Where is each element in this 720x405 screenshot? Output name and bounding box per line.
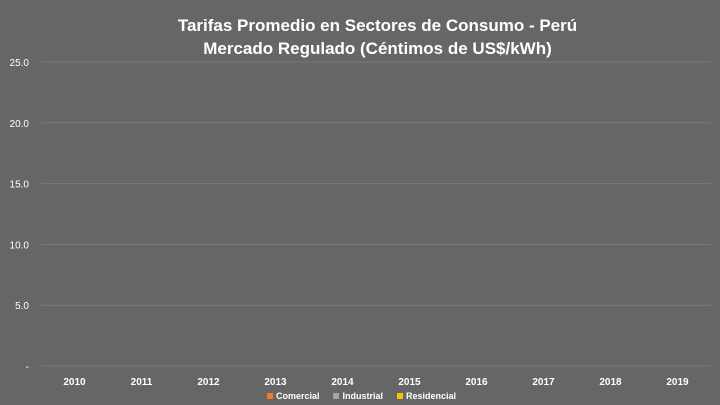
chart-title-line1: Tarifas Promedio en Sectores de Consumo … [177, 16, 578, 35]
legend-swatch [266, 393, 273, 399]
legend-label: Industrial [342, 391, 383, 401]
x-tick-label: 2018 [599, 377, 622, 388]
x-tick-label: 2011 [131, 377, 153, 388]
legend: Comercial Industrial Residencial [0, 391, 720, 401]
x-tick-label: 2014 [331, 377, 354, 388]
y-tick-label: 5.0 [15, 301, 29, 312]
gridlines [41, 61, 711, 367]
legend-item: Residencial [397, 391, 456, 401]
legend-item: Comercial [266, 391, 320, 401]
x-tick-label: 2015 [398, 377, 421, 388]
y-tick-label: 20.0 [10, 119, 30, 130]
legend-item: Industrial [333, 391, 383, 401]
y-tick-label: 25.0 [10, 58, 30, 69]
x-tick-label: 2016 [465, 377, 488, 388]
y-axis-ticks: - 5.0 10.0 15.0 20.0 25.0 [10, 58, 30, 373]
x-tick-label: 2013 [264, 377, 287, 388]
legend-swatch [397, 393, 403, 399]
chart-title-line2: Mercado Regulado (Céntimos de US$/kWh) [203, 39, 552, 58]
y-tick-label: - [26, 362, 29, 373]
y-tick-label: 10.0 [10, 240, 30, 251]
legend-label: Comercial [275, 391, 320, 401]
legend-label: Residencial [406, 391, 457, 401]
legend-swatch [333, 393, 340, 399]
chart-title: Tarifas Promedio en Sectores de Consumo … [0, 14, 720, 60]
y-tick-label: 15.0 [10, 180, 30, 191]
x-tick-label: 2019 [666, 377, 689, 388]
x-axis-ticks: 2010 2011 2012 2013 2014 2015 2016 2017 2018 2019 [63, 377, 689, 388]
x-tick-label: 2012 [197, 377, 220, 388]
x-tick-label: 2017 [532, 377, 555, 388]
x-tick-label: 2010 [63, 377, 86, 388]
